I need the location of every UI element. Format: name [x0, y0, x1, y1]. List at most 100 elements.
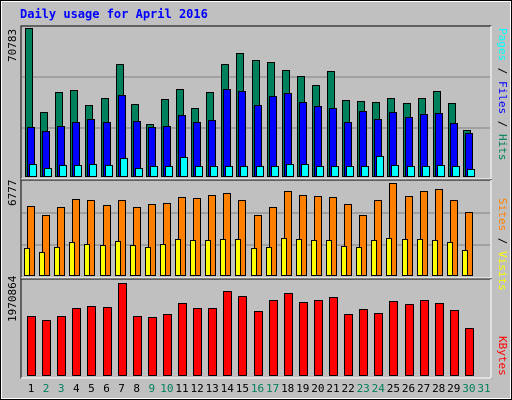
x-tick-label-day-27: 27 [417, 382, 430, 395]
bar-kbytes-day-25 [389, 301, 398, 376]
bar-pages-day-26 [407, 166, 415, 177]
x-tick-label-day-22: 22 [341, 382, 354, 395]
bar-files-day-17 [269, 96, 277, 177]
bar-sites-day-11 [175, 239, 181, 276]
bar-pages-day-17 [271, 166, 279, 177]
bar-pages-day-5 [89, 164, 97, 177]
bar-kbytes-day-11 [178, 303, 187, 376]
bar-files-day-14 [223, 89, 231, 177]
bar-visits-day-9 [148, 204, 156, 276]
x-tick-label-day-8: 8 [133, 382, 140, 395]
bars-layer [22, 28, 490, 376]
x-tick-label-day-7: 7 [118, 382, 125, 395]
bar-pages-day-8 [135, 168, 143, 177]
bar-sites-day-7 [115, 241, 121, 276]
x-tick-label-day-14: 14 [221, 382, 235, 395]
bar-sites-day-20 [311, 240, 317, 276]
bar-visits-day-17 [269, 207, 277, 276]
bar-visits-day-27 [420, 191, 428, 276]
bar-kbytes-day-2 [42, 320, 51, 376]
bar-pages-day-10 [165, 166, 173, 177]
x-tick-label-day-6: 6 [103, 382, 110, 395]
bar-visits-day-22 [344, 204, 352, 276]
bar-sites-day-28 [432, 240, 438, 276]
bar-kbytes-day-13 [208, 308, 217, 376]
bar-visits-day-20 [314, 196, 322, 276]
bar-sites-day-2 [39, 252, 45, 276]
bar-pages-day-21 [331, 166, 339, 177]
legend-visits: Visits [496, 251, 509, 291]
bar-sites-day-19 [296, 239, 302, 276]
bar-pages-day-24 [376, 156, 384, 177]
x-tick-label-day-18: 18 [281, 382, 294, 395]
bar-kbytes-day-27 [420, 300, 429, 376]
bar-sites-day-16 [251, 248, 257, 276]
bar-visits-day-2 [42, 215, 50, 276]
bar-pages-day-30 [467, 169, 475, 177]
x-tick-label-day-1: 1 [28, 382, 35, 395]
bar-sites-day-27 [417, 239, 423, 276]
bar-sites-day-25 [386, 238, 392, 276]
bar-pages-day-13 [210, 166, 218, 177]
bar-pages-day-12 [195, 166, 203, 177]
bar-sites-day-15 [235, 239, 241, 276]
bar-sites-day-4 [69, 242, 75, 276]
bar-kbytes-day-21 [329, 297, 338, 376]
bar-sites-day-24 [371, 240, 377, 276]
x-tick-label-day-2: 2 [43, 382, 50, 395]
bar-kbytes-day-8 [133, 316, 142, 376]
x-tick-label-day-11: 11 [175, 382, 188, 395]
bar-pages-day-6 [105, 165, 113, 177]
bar-kbytes-day-5 [87, 306, 96, 376]
bar-kbytes-day-20 [314, 300, 323, 376]
legend-pages: Pages [496, 28, 509, 61]
bar-pages-day-11 [180, 157, 188, 177]
legend-sites: Sites [496, 198, 509, 231]
bar-pages-day-20 [316, 166, 324, 177]
x-tick-label-day-23: 23 [357, 382, 370, 395]
bar-kbytes-day-10 [163, 314, 172, 376]
bar-kbytes-day-3 [57, 316, 66, 376]
legend-hits-files-pages: Pages / Files / Hits [496, 28, 509, 161]
x-axis-labels: 1 2 3 4 5 6 7 8 9 10 11 12 13 14 15 16 17 18 19 20 21 22 23 24 2… [28, 382, 491, 395]
x-tick-label-day-17: 17 [266, 382, 279, 395]
x-tick-label-day-15: 15 [236, 382, 249, 395]
bar-sites-day-12 [190, 240, 196, 276]
legend-files: Files [496, 81, 509, 114]
bar-sites-day-29 [447, 242, 453, 276]
bar-sites-day-3 [54, 247, 60, 276]
x-tick-label-day-28: 28 [432, 382, 445, 395]
bar-kbytes-day-24 [374, 313, 383, 376]
bar-visits-day-10 [163, 203, 171, 276]
legend-visits-sites: Sites / Visits [496, 198, 509, 291]
bar-visits-day-13 [208, 195, 216, 276]
legend-separator: / [496, 114, 509, 134]
legend-kbytes: KBytes [496, 336, 509, 376]
bar-sites-day-5 [84, 244, 90, 276]
bar-sites-day-6 [100, 245, 106, 276]
svg-text:Pages / Files / Hits: Pages / Files / Hits [496, 28, 509, 161]
bar-kbytes-day-9 [148, 317, 157, 376]
x-tick-label-day-26: 26 [402, 382, 415, 395]
bar-files-day-15 [238, 91, 246, 177]
x-tick-label-day-12: 12 [190, 382, 203, 395]
bar-sites-day-13 [205, 240, 211, 276]
bar-visits-day-25 [389, 183, 397, 276]
legend-separator: / [496, 61, 509, 81]
bar-sites-day-18 [281, 238, 287, 276]
bar-sites-day-23 [356, 247, 362, 276]
bar-kbytes-day-1 [27, 316, 36, 376]
hits-panel-max-label: 70783 [6, 29, 19, 62]
bar-visits-day-23 [359, 215, 367, 276]
bar-pages-day-29 [452, 166, 460, 177]
x-tick-label-day-10: 10 [160, 382, 173, 395]
chart-title: Daily usage for April 2016 [20, 7, 208, 21]
x-tick-label-day-25: 25 [387, 382, 400, 395]
bar-kbytes-day-23 [359, 309, 368, 376]
bar-visits-day-4 [72, 199, 80, 276]
x-tick-label-day-29: 29 [447, 382, 460, 395]
bar-pages-day-27 [422, 166, 430, 177]
bar-pages-day-4 [74, 165, 82, 177]
bar-visits-day-16 [254, 215, 262, 276]
